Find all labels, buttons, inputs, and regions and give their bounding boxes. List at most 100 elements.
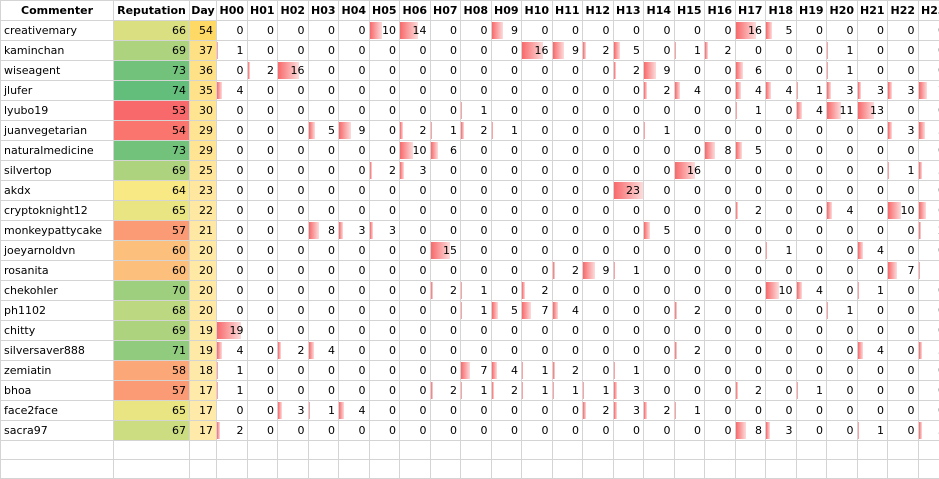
- empty-cell[interactable]: [552, 441, 583, 460]
- empty-cell[interactable]: [217, 441, 248, 460]
- hour-cell[interactable]: 0: [888, 381, 919, 401]
- hour-cell[interactable]: 0: [491, 221, 522, 241]
- hour-cell[interactable]: 0: [278, 281, 309, 301]
- hour-cell[interactable]: 1: [857, 421, 888, 441]
- hour-cell[interactable]: 0: [613, 281, 644, 301]
- header-h19[interactable]: H19: [796, 1, 827, 21]
- hour-cell[interactable]: 0: [369, 361, 400, 381]
- hour-cell[interactable]: 9: [339, 121, 370, 141]
- reputation-cell[interactable]: 69: [114, 161, 190, 181]
- empty-cell[interactable]: [339, 441, 370, 460]
- header-h04[interactable]: H04: [339, 1, 370, 21]
- hour-cell[interactable]: 0: [461, 81, 492, 101]
- hour-cell[interactable]: 0: [827, 261, 858, 281]
- empty-cell[interactable]: [827, 460, 858, 479]
- hour-cell[interactable]: 0: [705, 321, 736, 341]
- hour-cell[interactable]: 1: [827, 61, 858, 81]
- empty-cell[interactable]: [461, 441, 492, 460]
- hour-cell[interactable]: 0: [278, 221, 309, 241]
- hour-cell[interactable]: 2: [369, 161, 400, 181]
- empty-cell[interactable]: [583, 441, 614, 460]
- hour-cell[interactable]: 0: [918, 361, 939, 381]
- header-h10[interactable]: H10: [522, 1, 553, 21]
- hour-cell[interactable]: 19: [217, 321, 248, 341]
- hour-cell[interactable]: 0: [430, 361, 461, 381]
- commenter-cell[interactable]: cryptoknight12: [1, 201, 114, 221]
- hour-cell[interactable]: 0: [705, 361, 736, 381]
- hour-cell[interactable]: 1: [217, 361, 248, 381]
- hour-cell[interactable]: 0: [522, 21, 553, 41]
- hour-cell[interactable]: 10: [766, 281, 797, 301]
- commenter-cell[interactable]: silversaver888: [1, 341, 114, 361]
- hour-cell[interactable]: 0: [247, 381, 278, 401]
- hour-cell[interactable]: 1: [918, 261, 939, 281]
- header-h02[interactable]: H02: [278, 1, 309, 21]
- hour-cell[interactable]: 0: [705, 281, 736, 301]
- hour-cell[interactable]: 0: [827, 341, 858, 361]
- hour-cell[interactable]: 1: [461, 281, 492, 301]
- empty-cell[interactable]: [400, 460, 431, 479]
- hour-cell[interactable]: 0: [827, 141, 858, 161]
- day-cell[interactable]: 20: [190, 241, 217, 261]
- day-cell[interactable]: 23: [190, 181, 217, 201]
- hour-cell[interactable]: 0: [827, 321, 858, 341]
- commenter-cell[interactable]: sacra97: [1, 421, 114, 441]
- hour-cell[interactable]: 0: [796, 341, 827, 361]
- hour-cell[interactable]: 0: [278, 241, 309, 261]
- hour-cell[interactable]: 0: [491, 261, 522, 281]
- hour-cell[interactable]: 1: [522, 361, 553, 381]
- hour-cell[interactable]: 0: [705, 81, 736, 101]
- hour-cell[interactable]: 0: [217, 141, 248, 161]
- hour-cell[interactable]: 0: [857, 221, 888, 241]
- hour-cell[interactable]: 0: [705, 261, 736, 281]
- hour-cell[interactable]: 5: [613, 41, 644, 61]
- commenter-cell[interactable]: zemiatin: [1, 361, 114, 381]
- hour-cell[interactable]: 0: [339, 41, 370, 61]
- empty-cell[interactable]: [247, 441, 278, 460]
- hour-cell[interactable]: 3: [888, 81, 919, 101]
- header-h14[interactable]: H14: [644, 1, 675, 21]
- hour-cell[interactable]: 0: [339, 261, 370, 281]
- hour-cell[interactable]: 2: [735, 201, 766, 221]
- hour-cell[interactable]: 0: [247, 181, 278, 201]
- empty-cell[interactable]: [674, 460, 705, 479]
- hour-cell[interactable]: 0: [705, 381, 736, 401]
- hour-cell[interactable]: 0: [857, 201, 888, 221]
- hour-cell[interactable]: 0: [217, 241, 248, 261]
- hour-cell[interactable]: 0: [735, 221, 766, 241]
- hour-cell[interactable]: 0: [461, 341, 492, 361]
- empty-cell[interactable]: [613, 441, 644, 460]
- hour-cell[interactable]: 10: [400, 141, 431, 161]
- hour-cell[interactable]: 0: [522, 321, 553, 341]
- hour-cell[interactable]: 0: [583, 121, 614, 141]
- hour-cell[interactable]: 0: [522, 401, 553, 421]
- hour-cell[interactable]: 0: [583, 101, 614, 121]
- hour-cell[interactable]: 0: [766, 181, 797, 201]
- day-cell[interactable]: 19: [190, 321, 217, 341]
- hour-cell[interactable]: 0: [308, 361, 339, 381]
- hour-cell[interactable]: 10: [888, 201, 919, 221]
- hour-cell[interactable]: 1: [491, 121, 522, 141]
- hour-cell[interactable]: 4: [857, 241, 888, 261]
- hour-cell[interactable]: 0: [674, 201, 705, 221]
- hour-cell[interactable]: 0: [522, 261, 553, 281]
- hour-cell[interactable]: 0: [796, 421, 827, 441]
- hour-cell[interactable]: 0: [339, 281, 370, 301]
- hour-cell[interactable]: 0: [278, 261, 309, 281]
- hour-cell[interactable]: 0: [278, 21, 309, 41]
- hour-cell[interactable]: 0: [400, 221, 431, 241]
- hour-cell[interactable]: 0: [552, 81, 583, 101]
- header-h07[interactable]: H07: [430, 1, 461, 21]
- hour-cell[interactable]: 0: [827, 181, 858, 201]
- day-cell[interactable]: 18: [190, 361, 217, 381]
- hour-cell[interactable]: 0: [735, 161, 766, 181]
- hour-cell[interactable]: 0: [430, 301, 461, 321]
- empty-cell[interactable]: [114, 460, 190, 479]
- hour-cell[interactable]: 0: [461, 321, 492, 341]
- hour-cell[interactable]: 0: [278, 301, 309, 321]
- hour-cell[interactable]: 0: [674, 261, 705, 281]
- hour-cell[interactable]: 0: [339, 381, 370, 401]
- hour-cell[interactable]: 0: [888, 221, 919, 241]
- hour-cell[interactable]: 3: [827, 81, 858, 101]
- hour-cell[interactable]: 0: [400, 61, 431, 81]
